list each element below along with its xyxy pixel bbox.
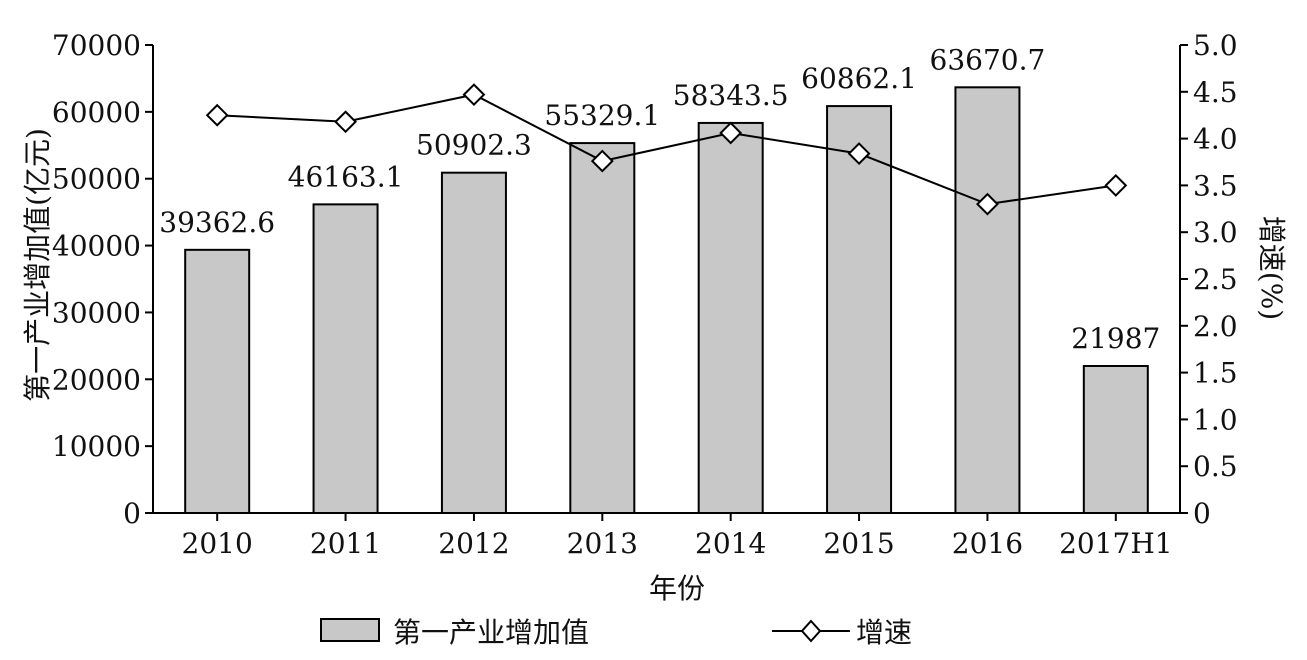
tick-labels: 0 10000 20000 30000 40000 50000 60000 70000 0 0.5…	[52, 29, 1238, 560]
x-tick-label: 2011	[310, 527, 381, 560]
y-axis-title-left: 第一产业增加值(亿元)	[21, 128, 54, 402]
bar-series	[184, 86, 1149, 515]
axes	[145, 44, 1188, 521]
bar-value-label: 60862.1	[801, 62, 917, 95]
bar-value-label: 39362.6	[159, 206, 275, 239]
x-tick-label: 2017H1	[1059, 527, 1173, 560]
bar-2013	[569, 142, 636, 514]
y-right-tick-label: 3.0	[1193, 216, 1238, 249]
y-right-tick-label: 1.5	[1193, 357, 1238, 390]
y-axis-title-right: 增速(%)	[1255, 216, 1288, 320]
y-left-tick-label: 40000	[52, 230, 141, 263]
y-left-tick-label: 0	[123, 497, 141, 530]
bar-2014	[697, 121, 764, 514]
bar-2010	[184, 248, 251, 514]
data-labels: 39362.6 46163.1 50902.3 55329.1 58343.5 60862…	[159, 43, 1160, 355]
y-right-tick-label: 0	[1193, 497, 1211, 530]
y-right-tick-label: 4.5	[1193, 76, 1238, 109]
y-left-tick-label: 70000	[52, 29, 141, 62]
y-left-tick-label: 30000	[52, 296, 141, 329]
growth-rate-line	[217, 93, 1116, 206]
x-tick-label: 2015	[823, 527, 894, 560]
bar-2015	[826, 105, 893, 515]
bar-2017H1	[1082, 365, 1149, 514]
bar-value-label: 46163.1	[288, 160, 404, 193]
line-point-2015	[847, 142, 871, 165]
x-tick-label: 2014	[695, 527, 766, 560]
bar-2012	[440, 171, 507, 514]
axis-titles: 年份 第一产业增加值(亿元) 增速(%)	[21, 128, 1288, 605]
line-point-2013	[590, 149, 614, 173]
y-right-tick-label: 2.0	[1193, 310, 1238, 343]
legend-bar-label: 第一产业增加值	[393, 616, 589, 649]
y-right-tick-label: 1.0	[1193, 403, 1238, 436]
bar-value-label: 21987	[1071, 322, 1160, 355]
x-tick-label: 2016	[952, 527, 1023, 560]
bar-value-label: 58343.5	[673, 79, 789, 112]
y-right-tick-label: 3.5	[1193, 169, 1238, 202]
x-tick-label: 2012	[438, 527, 509, 560]
y-left-tick-label: 60000	[52, 96, 141, 129]
bar-value-label: 63670.7	[930, 43, 1046, 76]
y-right-tick-label: 0.5	[1193, 450, 1238, 483]
x-tick-label: 2013	[567, 527, 638, 560]
bar-value-label: 50902.3	[416, 129, 532, 162]
line-series	[205, 83, 1128, 216]
legend-line-label: 增速	[856, 616, 912, 649]
line-point-2012	[462, 83, 486, 107]
line-point-2011	[334, 110, 357, 134]
line-point-2016	[976, 192, 999, 216]
line-point-2017H1	[1104, 173, 1128, 197]
bar-2011	[312, 203, 379, 514]
y-left-tick-label: 50000	[52, 163, 141, 196]
y-left-tick-label: 20000	[52, 363, 141, 396]
x-tick-label: 2010	[182, 527, 253, 560]
y-right-tick-label: 4.0	[1193, 123, 1238, 156]
line-point-2014	[719, 121, 743, 145]
x-axis-title: 年份	[649, 572, 705, 605]
legend: 第一产业增加值 增速	[320, 616, 912, 649]
legend-bar-swatch	[320, 618, 380, 642]
bar-value-label: 55329.1	[544, 99, 660, 132]
line-point-2010	[205, 103, 229, 127]
y-right-tick-label: 5.0	[1193, 29, 1238, 62]
legend-diamond-marker	[800, 619, 822, 643]
bar-2016	[954, 86, 1021, 515]
y-left-tick-label: 10000	[52, 430, 141, 463]
y-right-tick-label: 2.5	[1193, 263, 1238, 296]
